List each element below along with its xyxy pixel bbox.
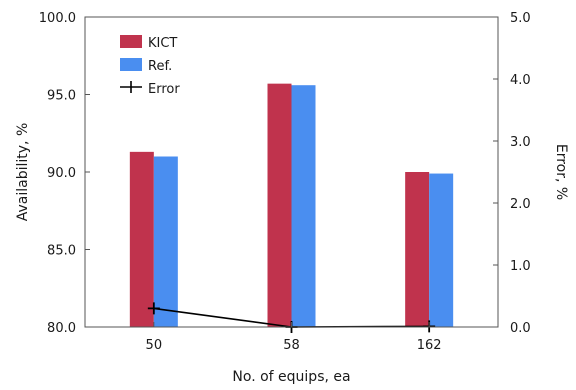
legend-swatch-kict bbox=[120, 35, 142, 48]
legend: KICT Ref. Error bbox=[120, 35, 180, 97]
y-tick-label: 90.0 bbox=[47, 166, 76, 181]
axes-group: 80.0 85.0 90.0 95.0 100.0 0.0 1.0 2.0 3.0 4.0 5.0 5… bbox=[15, 11, 569, 385]
bar-ref-58 bbox=[291, 85, 316, 327]
y-axis-label: Availability, % bbox=[15, 123, 31, 222]
bar-kict-58 bbox=[267, 83, 292, 328]
y-tick-label: 95.0 bbox=[47, 89, 76, 104]
y2-tick-label: 0.0 bbox=[510, 321, 531, 336]
y2-tick-label: 4.0 bbox=[510, 73, 531, 88]
bars-group bbox=[129, 83, 454, 328]
error-marker-50 bbox=[147, 302, 160, 315]
legend-swatch-ref bbox=[120, 58, 142, 71]
x-tick-label: 162 bbox=[417, 338, 442, 353]
bar-kict-162 bbox=[405, 172, 430, 327]
y2-tick-label: 2.0 bbox=[510, 197, 531, 212]
x-tick-label: 58 bbox=[283, 338, 300, 353]
bar-kict-50 bbox=[129, 151, 154, 327]
y2-tick-label: 3.0 bbox=[510, 135, 531, 150]
y-tick-label: 100.0 bbox=[39, 11, 76, 26]
y2-tick-label: 1.0 bbox=[510, 259, 531, 274]
legend-label-kict: KICT bbox=[148, 36, 177, 51]
y-tick-label: 85.0 bbox=[47, 244, 76, 259]
y2-axis-label: Error, % bbox=[553, 144, 569, 200]
x-tick-label: 50 bbox=[146, 338, 163, 353]
legend-label-ref: Ref. bbox=[148, 59, 172, 74]
legend-label-error: Error bbox=[148, 82, 180, 97]
bar-ref-162 bbox=[429, 173, 454, 327]
y-tick-label: 80.0 bbox=[47, 321, 76, 336]
bar-ref-50 bbox=[153, 156, 178, 327]
x-axis-label: No. of equips, ea bbox=[232, 369, 350, 385]
y2-tick-label: 5.0 bbox=[510, 11, 531, 26]
